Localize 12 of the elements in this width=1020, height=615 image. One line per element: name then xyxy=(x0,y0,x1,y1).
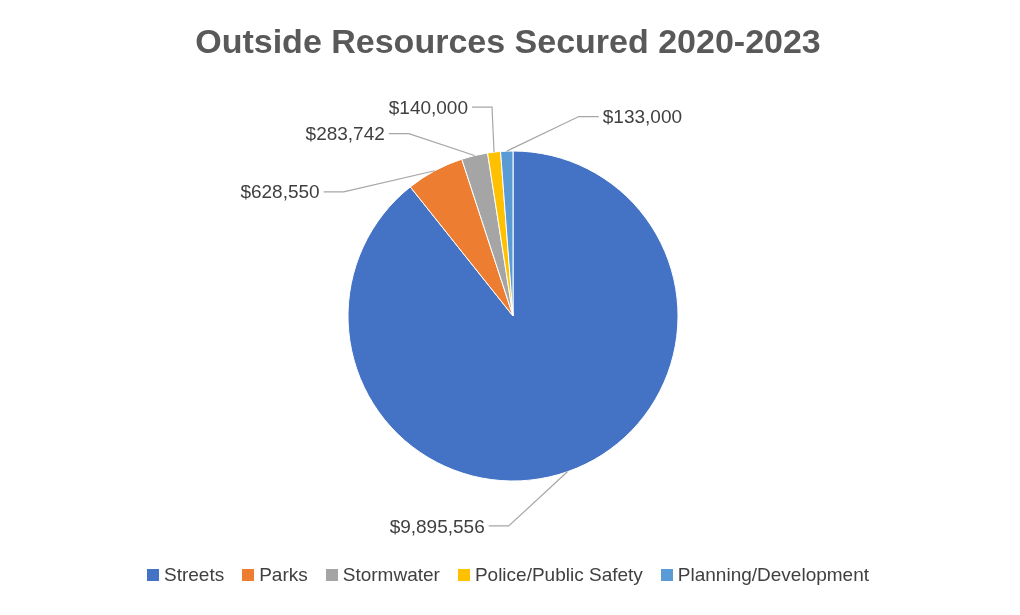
data-label: $628,550 xyxy=(240,181,320,203)
data-label: $140,000 xyxy=(388,96,468,118)
legend-label: Police/Public Safety xyxy=(473,564,643,586)
legend-label: Stormwater xyxy=(341,564,440,586)
data-label: $133,000 xyxy=(602,106,683,128)
pie-slice xyxy=(347,150,679,482)
legend-label: Streets xyxy=(163,564,225,586)
legend-label: Planning/Development xyxy=(676,564,870,586)
data-label: $9,895,556 xyxy=(389,515,485,537)
data-label: $283,742 xyxy=(305,123,385,145)
legend-label: Parks xyxy=(258,564,308,586)
chart-title: Outside Resources Secured 2020-2023 xyxy=(194,21,822,61)
